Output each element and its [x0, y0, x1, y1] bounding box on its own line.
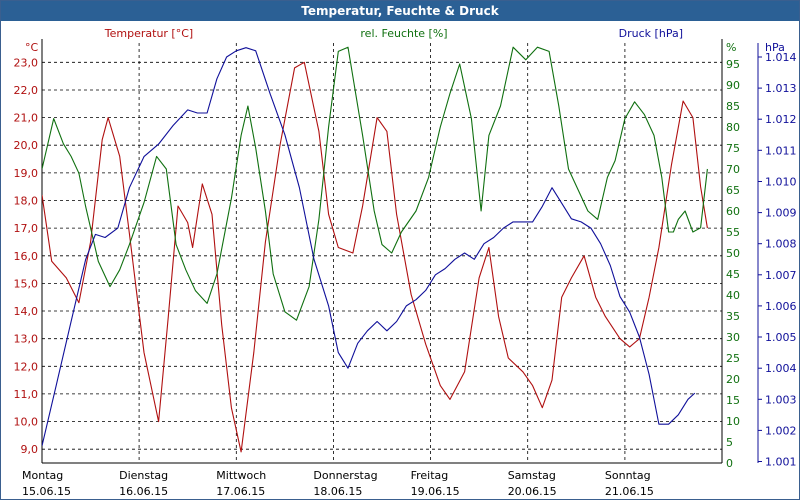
temperature-tick-label: 18,0: [14, 195, 39, 208]
x-tick-day-label: Sonntag: [605, 469, 651, 482]
x-tick-date-label: 15.06.15: [22, 485, 71, 498]
temperature-tick-label: 16,0: [14, 250, 39, 263]
humidity-tick-label: 5: [726, 436, 733, 449]
humidity-tick-label: 0: [726, 457, 733, 470]
pressure-tick-label: 1.001: [765, 456, 797, 469]
temperature-tick-label: 14,0: [14, 305, 39, 318]
temperature-tick-label: 15,0: [14, 277, 39, 290]
humidity-tick-label: 55: [726, 226, 740, 239]
humidity-tick-label: 70: [726, 163, 740, 176]
x-tick-date-label: 16.06.15: [119, 485, 168, 498]
x-tick-day-label: Donnerstag: [313, 469, 377, 482]
x-tick-date-label: 19.06.15: [411, 485, 460, 498]
x-tick-day-label: Montag: [22, 469, 63, 482]
pressure-tick-label: 1.010: [765, 176, 797, 189]
temperature-unit-label: °C: [25, 41, 39, 54]
pressure-tick-label: 1.005: [765, 331, 797, 344]
humidity-tick-label: 90: [726, 79, 740, 92]
temperature-tick-label: 21,0: [14, 112, 39, 125]
temperature-tick-label: 22,0: [14, 84, 39, 97]
x-tick-date-label: 21.06.15: [605, 485, 654, 498]
humidity-tick-label: 85: [726, 100, 740, 113]
temperature-tick-label: 13,0: [14, 333, 39, 346]
humidity-axis-title: rel. Feuchte [%]: [360, 27, 447, 40]
temperature-tick-label: 19,0: [14, 167, 39, 180]
x-tick-date-label: 20.06.15: [508, 485, 557, 498]
chart-title: Temperatur, Feuchte & Druck: [1, 1, 799, 21]
pressure-tick-label: 1.013: [765, 82, 797, 95]
pressure-tick-label: 1.014: [765, 51, 797, 64]
temperature-tick-label: 10,0: [14, 416, 39, 429]
temperature-tick-label: 17,0: [14, 222, 39, 235]
humidity-tick-label: 60: [726, 205, 740, 218]
humidity-unit-label: %: [726, 41, 736, 54]
humidity-tick-label: 95: [726, 58, 740, 71]
humidity-tick-label: 20: [726, 373, 740, 386]
humidity-tick-label: 50: [726, 247, 740, 260]
humidity-series-line: [42, 46, 708, 321]
temperature-tick-label: 11,0: [14, 388, 39, 401]
humidity-tick-label: 30: [726, 331, 740, 344]
humidity-tick-label: 80: [726, 121, 740, 134]
temperature-axis-title: Temperatur [°C]: [104, 27, 193, 40]
pressure-unit-label: hPa: [765, 41, 785, 54]
x-tick-date-label: 17.06.15: [216, 485, 265, 498]
humidity-tick-label: 40: [726, 289, 740, 302]
temperature-tick-label: 9,0: [21, 443, 39, 456]
humidity-tick-label: 45: [726, 268, 740, 281]
humidity-tick-label: 25: [726, 352, 740, 365]
temperature-tick-label: 23,0: [14, 56, 39, 69]
temperature-series-line: [42, 61, 708, 453]
humidity-tick-label: 65: [726, 184, 740, 197]
pressure-tick-label: 1.011: [765, 144, 797, 157]
x-tick-day-label: Dienstag: [119, 469, 168, 482]
temperature-tick-label: 12,0: [14, 360, 39, 373]
pressure-tick-label: 1.007: [765, 269, 797, 282]
pressure-tick-label: 1.012: [765, 113, 797, 126]
humidity-tick-label: 15: [726, 394, 740, 407]
x-tick-day-label: Freitag: [411, 469, 449, 482]
pressure-axis-title: Druck [hPa]: [619, 27, 683, 40]
pressure-series-line: [42, 47, 696, 447]
pressure-tick-label: 1.003: [765, 393, 797, 406]
pressure-tick-label: 1.009: [765, 207, 797, 220]
x-tick-day-label: Mittwoch: [216, 469, 266, 482]
humidity-tick-label: 10: [726, 415, 740, 428]
pressure-tick-label: 1.004: [765, 362, 797, 375]
x-tick-day-label: Samstag: [508, 469, 556, 482]
humidity-tick-label: 75: [726, 142, 740, 155]
humidity-tick-label: 35: [726, 310, 740, 323]
temperature-tick-label: 20,0: [14, 139, 39, 152]
pressure-tick-label: 1.006: [765, 300, 797, 313]
pressure-tick-label: 1.002: [765, 424, 797, 437]
pressure-tick-label: 1.008: [765, 238, 797, 251]
x-tick-date-label: 18.06.15: [313, 485, 362, 498]
grid-lines: [41, 43, 723, 463]
